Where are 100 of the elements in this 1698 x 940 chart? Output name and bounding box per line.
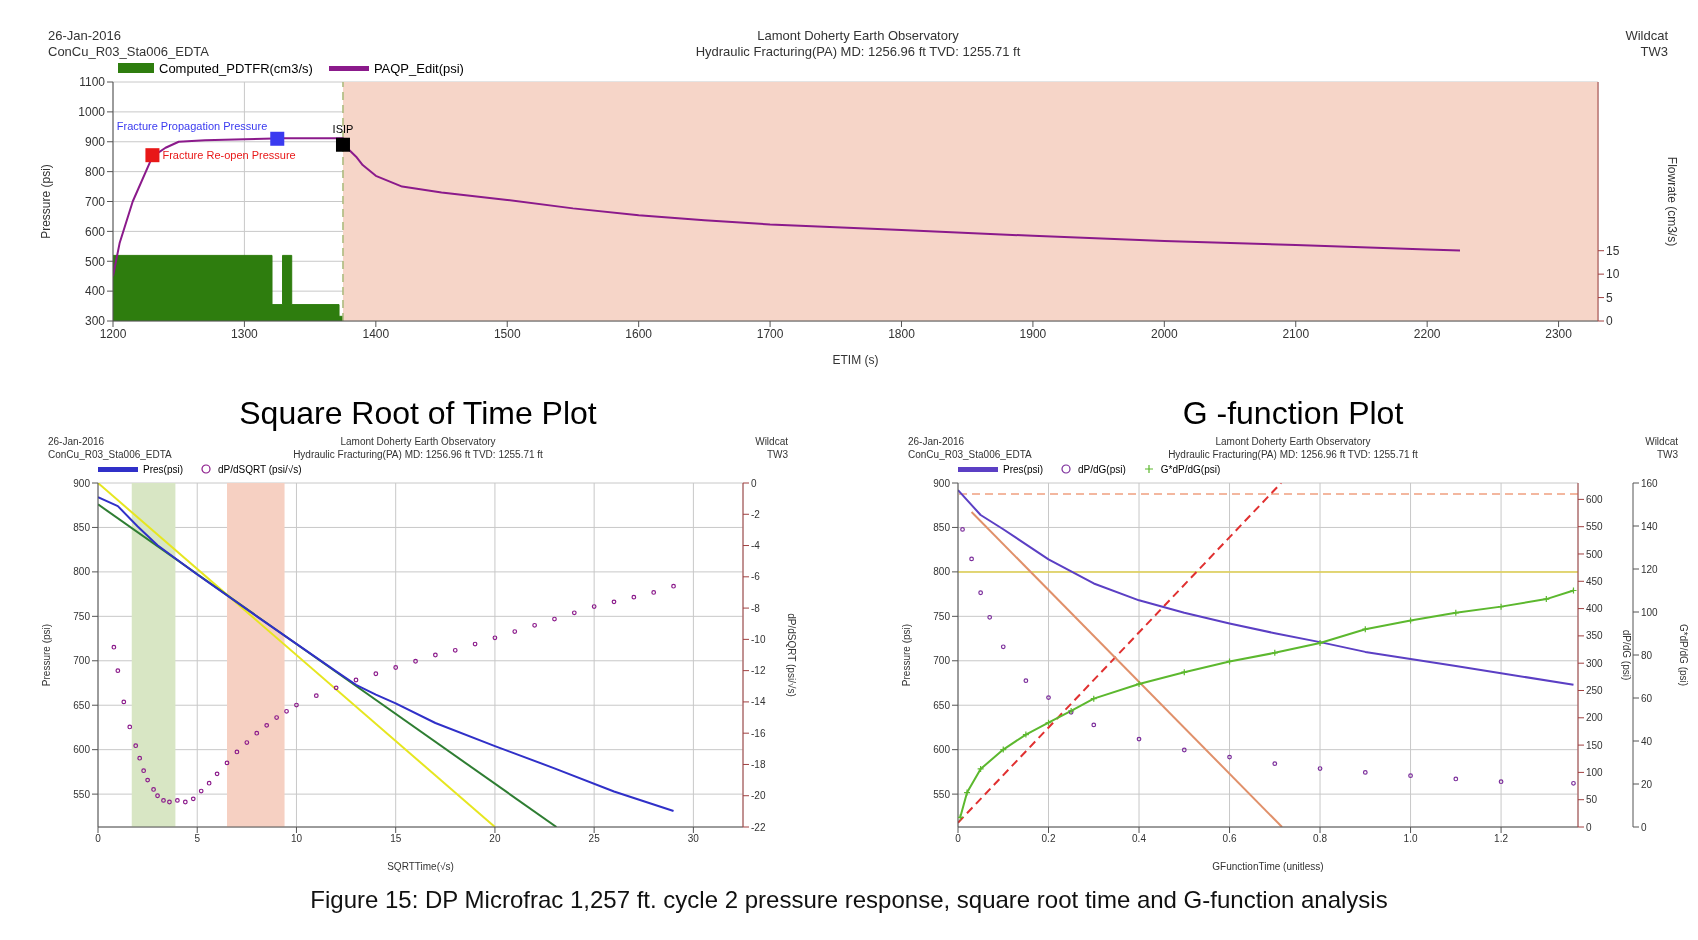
legend-label: Pres(psi) <box>142 463 184 475</box>
y2-tick-label: 0 <box>1606 314 1613 329</box>
point <box>977 765 985 773</box>
legend-label: dP/dSQRT (psi/√s) <box>217 463 302 475</box>
x-tick-label: 0.4 <box>1132 833 1147 845</box>
x-tick-label: 0.8 <box>1313 833 1328 845</box>
x-tick-label: 0.2 <box>1041 833 1056 845</box>
y2-tick-label: 400 <box>1586 603 1604 615</box>
x-tick-label: 1600 <box>625 326 653 341</box>
y-axis-title: Pressure (psi) <box>39 164 54 239</box>
y2-axis-title: dP/dSQRT (psi/√s) <box>786 613 798 697</box>
y-tick-label: 600 <box>73 744 91 756</box>
y2-tick-label: 300 <box>1586 657 1604 669</box>
chart-subtitle: Hydraulic Fracturing(PA) MD: 1256.96 ft TVD: 1255.71 ft <box>293 449 543 460</box>
y2-tick-label: -2 <box>751 508 761 520</box>
y-tick-label: 550 <box>73 788 91 800</box>
y2-tick-label: 100 <box>1586 766 1604 778</box>
y-tick-label: 1000 <box>78 105 106 120</box>
y-tick-label: 750 <box>933 610 951 622</box>
y-tick-label: 300 <box>84 314 106 329</box>
x-tick-label: 2100 <box>1282 326 1310 341</box>
y2-tick-label: 600 <box>1586 493 1604 505</box>
x-tick-label: 1500 <box>493 326 521 341</box>
point <box>1271 649 1279 657</box>
y3-tick-label: 140 <box>1641 520 1659 532</box>
series-label: Fracture Re-open Pressure <box>162 149 296 162</box>
x-tick-label: 1800 <box>888 326 916 341</box>
legend-label: Pres(psi) <box>1002 463 1044 475</box>
y-tick-label: 800 <box>933 566 951 578</box>
y-tick-label: 1100 <box>79 75 106 90</box>
y3-tick-label: 120 <box>1641 563 1659 575</box>
text: Wildcat <box>1625 28 1668 44</box>
point <box>1542 595 1550 603</box>
x-tick-label: 25 <box>588 833 601 845</box>
text: ConCu_R03_Sta006_EDTA <box>48 448 172 461</box>
x-axis-title: GFunctionTime (unitless) <box>1212 861 1324 872</box>
y-tick-label: 700 <box>73 655 91 667</box>
y2-axis-title: dP/dG (psi) <box>1621 629 1633 681</box>
y2-tick-label: 350 <box>1586 630 1604 642</box>
series-label: ISIP <box>332 122 354 135</box>
text: Lamont Doherty Earth Observatory <box>340 436 496 447</box>
text: TW3 <box>765 448 788 461</box>
text: ConCu_R03_Sta006_EDTA <box>908 448 1032 461</box>
y2-tick-label: -10 <box>751 633 766 645</box>
text: TW3 <box>1655 448 1678 461</box>
text: Wildcat <box>755 435 788 448</box>
point <box>1497 603 1505 611</box>
y2-tick-label: 200 <box>1586 712 1604 724</box>
legend-label: dP/dG(psi) <box>1077 463 1126 475</box>
point <box>1022 730 1030 739</box>
text: Lamont Doherty Earth Observatory <box>1215 436 1371 447</box>
x-tick-label: 15 <box>390 833 402 845</box>
y3-tick-label: 160 <box>1641 477 1659 489</box>
y-tick-label: 900 <box>84 135 106 150</box>
x-tick-label: 1300 <box>231 326 259 341</box>
y-axis-title: Pressure (psi) <box>40 623 52 687</box>
y-tick-label: 500 <box>84 254 106 269</box>
point <box>1135 680 1143 688</box>
x-tick-label: 20 <box>489 833 501 845</box>
x-tick-label: 0 <box>955 833 962 845</box>
x-tick-label: 1200 <box>99 326 127 341</box>
legend-label: Computed_PDTFR(cm3/s) <box>158 60 313 76</box>
y-tick-label: 700 <box>933 655 951 667</box>
x-tick-label: 0 <box>95 833 102 845</box>
y2-tick-label: 0 <box>1586 821 1592 833</box>
y2-tick-label: 50 <box>1586 794 1598 806</box>
caption: Figure 15: DP Microfrac 1,257 ft. cycle 2 pressure response, square root time and G-function analysis <box>309 886 1389 914</box>
x-tick-label: 1900 <box>1019 326 1047 341</box>
y-tick-label: 900 <box>73 477 91 489</box>
line-series <box>958 489 1575 686</box>
y2-tick-label: 250 <box>1586 685 1604 697</box>
y2-tick-label: 5 <box>1606 290 1613 305</box>
x-axis-title: SQRTTime(√s) <box>387 861 454 872</box>
y3-tick-label: 20 <box>1641 778 1653 790</box>
y3-tick-label: 40 <box>1641 735 1653 747</box>
x-tick-label: 2200 <box>1413 326 1441 341</box>
y2-tick-label: 0 <box>751 477 757 489</box>
y-tick-label: 400 <box>84 284 106 299</box>
x-tick-label: 0.6 <box>1222 833 1237 845</box>
x-tick-label: 1.0 <box>1403 833 1418 845</box>
y3-tick-label: 0 <box>1641 821 1647 833</box>
y2-tick-label: -20 <box>751 790 766 802</box>
y2-axis-title: Flowrate (cm3/s) <box>1664 156 1679 247</box>
legend-label: G*dP/dG(psi) <box>1159 463 1221 475</box>
y-tick-label: 800 <box>73 566 91 578</box>
y-tick-label: 750 <box>73 610 91 622</box>
y2-tick-label: 550 <box>1586 521 1604 533</box>
chart-subtitle: Hydraulic Fracturing(PA) MD: 1256.96 ft TVD: 1255.71 ft <box>1168 449 1418 460</box>
y-tick-label: 650 <box>73 699 91 711</box>
y2-tick-label: -16 <box>751 727 766 739</box>
x-tick-label: 1400 <box>362 326 390 341</box>
y-tick-label: 850 <box>73 521 91 533</box>
line-series <box>98 496 675 812</box>
y3-tick-label: 80 <box>1641 649 1653 661</box>
chart-title: Square Root of Time Plot <box>238 394 598 433</box>
text: 26-Jan-2016 <box>48 435 106 448</box>
y2-tick-label: -6 <box>751 571 761 583</box>
x-tick-label: 2300 <box>1545 326 1573 341</box>
text: Lamont Doherty Earth Observatory <box>757 28 959 43</box>
y-tick-label: 600 <box>84 224 106 239</box>
